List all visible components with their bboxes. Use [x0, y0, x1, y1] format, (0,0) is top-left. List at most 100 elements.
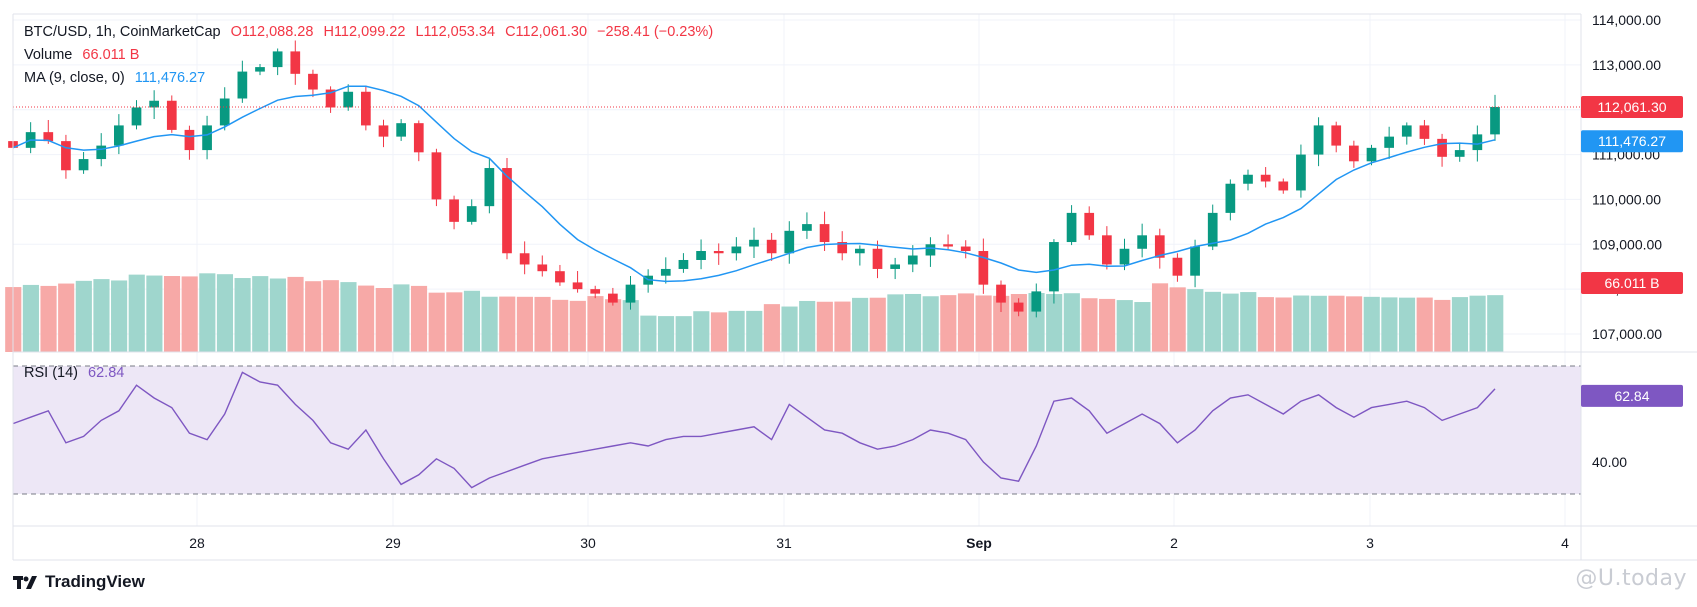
candle-body	[449, 199, 459, 222]
candle[interactable]	[996, 280, 1006, 312]
candle[interactable]	[396, 119, 406, 141]
candle-body	[131, 107, 142, 126]
time-axis[interactable]: 28 29 30 31 Sep 2 3 4	[189, 535, 1569, 551]
candle[interactable]	[696, 239, 706, 270]
candle[interactable]	[1260, 167, 1271, 188]
candle[interactable]	[1401, 122, 1412, 145]
candle[interactable]	[872, 240, 883, 279]
candle[interactable]	[202, 115, 212, 160]
candle[interactable]	[413, 120, 424, 162]
ma-label[interactable]: MA (9, close, 0)	[24, 70, 125, 86]
volume-bar	[1363, 296, 1380, 352]
candle[interactable]	[1331, 121, 1342, 153]
volume-bar	[657, 316, 675, 352]
candle[interactable]	[1190, 239, 1200, 288]
candle[interactable]	[802, 212, 812, 239]
volume-bar	[1187, 289, 1204, 352]
candle[interactable]	[1366, 144, 1377, 166]
candle[interactable]	[1349, 140, 1359, 168]
candle[interactable]	[625, 276, 636, 310]
candle[interactable]	[343, 84, 354, 111]
candle[interactable]	[608, 287, 618, 306]
candle[interactable]	[1207, 204, 1218, 251]
candle[interactable]	[25, 122, 36, 154]
volume-bar	[552, 299, 569, 352]
rsi-label[interactable]: RSI (14)	[24, 365, 78, 381]
tradingview-logo[interactable]: TradingView	[13, 572, 145, 592]
candle[interactable]	[1102, 226, 1112, 270]
candle[interactable]	[766, 233, 777, 261]
candle[interactable]	[78, 152, 89, 174]
candle[interactable]	[255, 64, 265, 76]
candles[interactable]	[8, 40, 1500, 318]
candle[interactable]	[502, 158, 512, 260]
candle[interactable]	[1419, 119, 1430, 145]
candle[interactable]	[1084, 206, 1095, 240]
volume-label[interactable]: Volume	[24, 47, 73, 63]
candle[interactable]	[660, 257, 671, 284]
candle[interactable]	[466, 199, 477, 225]
candle[interactable]	[1154, 228, 1165, 269]
candle[interactable]	[131, 100, 142, 130]
volume-bar	[128, 274, 145, 352]
candle[interactable]	[855, 245, 865, 266]
candle[interactable]	[590, 285, 601, 299]
candle[interactable]	[572, 271, 583, 293]
candle[interactable]	[449, 195, 459, 230]
candle[interactable]	[308, 69, 318, 98]
candle[interactable]	[1031, 283, 1042, 318]
candle[interactable]	[378, 119, 389, 148]
candle[interactable]	[1384, 126, 1394, 159]
symbol-label[interactable]: BTC/USD, 1h, CoinMarketCap	[24, 24, 221, 40]
candle[interactable]	[149, 90, 159, 120]
candle[interactable]	[519, 241, 530, 275]
volume-bar	[340, 282, 357, 352]
candle[interactable]	[1243, 169, 1253, 191]
candle[interactable]	[1296, 144, 1306, 198]
candle[interactable]	[114, 114, 124, 155]
candle[interactable]	[555, 264, 565, 286]
candle[interactable]	[290, 40, 301, 85]
candle[interactable]	[184, 125, 195, 160]
candle[interactable]	[1172, 253, 1183, 282]
candle[interactable]	[325, 86, 336, 113]
candle[interactable]	[678, 253, 689, 273]
volume-bar	[111, 280, 128, 352]
volume-bar	[1434, 299, 1451, 352]
ma-price-tag-label: 111,476.27	[1598, 133, 1666, 149]
candle[interactable]	[978, 238, 989, 294]
candle[interactable]	[361, 85, 371, 131]
candle[interactable]	[61, 134, 71, 179]
candle[interactable]	[731, 237, 742, 261]
candle[interactable]	[943, 234, 953, 250]
candle[interactable]	[166, 95, 177, 133]
candle[interactable]	[1437, 133, 1447, 167]
candle[interactable]	[1049, 239, 1059, 304]
candle[interactable]	[1013, 298, 1024, 317]
candle[interactable]	[484, 157, 495, 214]
candle[interactable]	[1066, 205, 1077, 246]
candle[interactable]	[890, 257, 900, 280]
candle[interactable]	[219, 87, 230, 131]
candle-body	[1154, 235, 1165, 258]
candle[interactable]	[1119, 238, 1130, 271]
candle[interactable]	[1278, 178, 1289, 194]
candle[interactable]	[272, 48, 283, 76]
candle[interactable]	[237, 60, 248, 103]
candle[interactable]	[837, 231, 848, 261]
candle[interactable]	[1454, 142, 1465, 162]
candle[interactable]	[960, 240, 971, 259]
candle[interactable]	[925, 237, 936, 267]
candle-body	[343, 91, 354, 108]
candle[interactable]	[713, 243, 724, 265]
candle[interactable]	[784, 221, 795, 264]
candle[interactable]	[1490, 94, 1500, 141]
candle[interactable]	[749, 227, 759, 258]
candle[interactable]	[1225, 179, 1236, 221]
candle-body	[1349, 145, 1359, 162]
candle[interactable]	[431, 148, 442, 207]
candle[interactable]	[1137, 223, 1147, 258]
candle[interactable]	[537, 255, 548, 277]
candle[interactable]	[1313, 117, 1324, 167]
